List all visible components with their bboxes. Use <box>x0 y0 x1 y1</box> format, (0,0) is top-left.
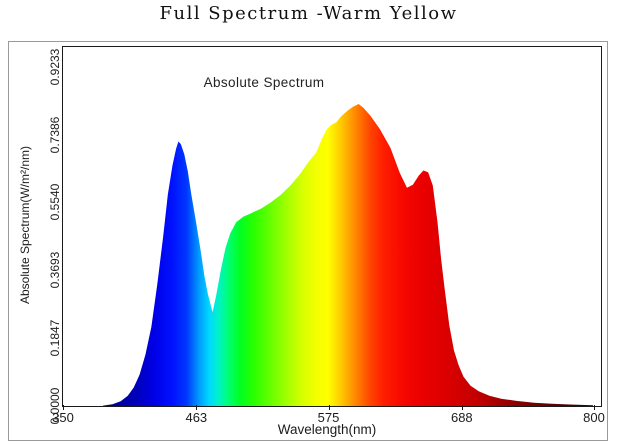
chart-annotation: Absolute Spectrum <box>203 75 325 90</box>
y-tick-label: 0.5540 <box>48 184 62 221</box>
plot-frame <box>62 46 602 407</box>
x-tick-label: 350 <box>52 410 74 425</box>
y-tick-label: 0.7386 <box>48 116 62 153</box>
y-tick-label: 0.1847 <box>48 319 62 357</box>
page-title: Full Spectrum -Warm Yellow <box>159 3 458 24</box>
x-tick-label: 463 <box>185 410 208 425</box>
spectrum-area-chart <box>103 104 594 406</box>
x-tick-label: 688 <box>450 410 473 425</box>
y-axis-title: Absolute Spectrum(W/m²/nm) <box>18 145 32 305</box>
y-tick-label: 0.3693 <box>48 251 62 289</box>
x-axis-title: Wavelength(nm) <box>277 422 377 437</box>
y-tick-label: 0.0000 <box>48 387 62 425</box>
x-tick-mark <box>328 405 330 410</box>
x-tick-label: 800 <box>583 410 605 425</box>
x-tick-mark <box>196 405 198 410</box>
y-tick-label: 0.9233 <box>48 48 62 86</box>
x-tick-mark <box>461 405 463 410</box>
figure-border: Absolute Spectrum Absolute Spectrum(W/m²… <box>8 41 608 441</box>
x-tick-mark <box>63 405 64 410</box>
x-tick-mark <box>594 405 595 410</box>
spectrum-fill <box>103 104 594 406</box>
x-tick-label: 575 <box>317 410 340 425</box>
